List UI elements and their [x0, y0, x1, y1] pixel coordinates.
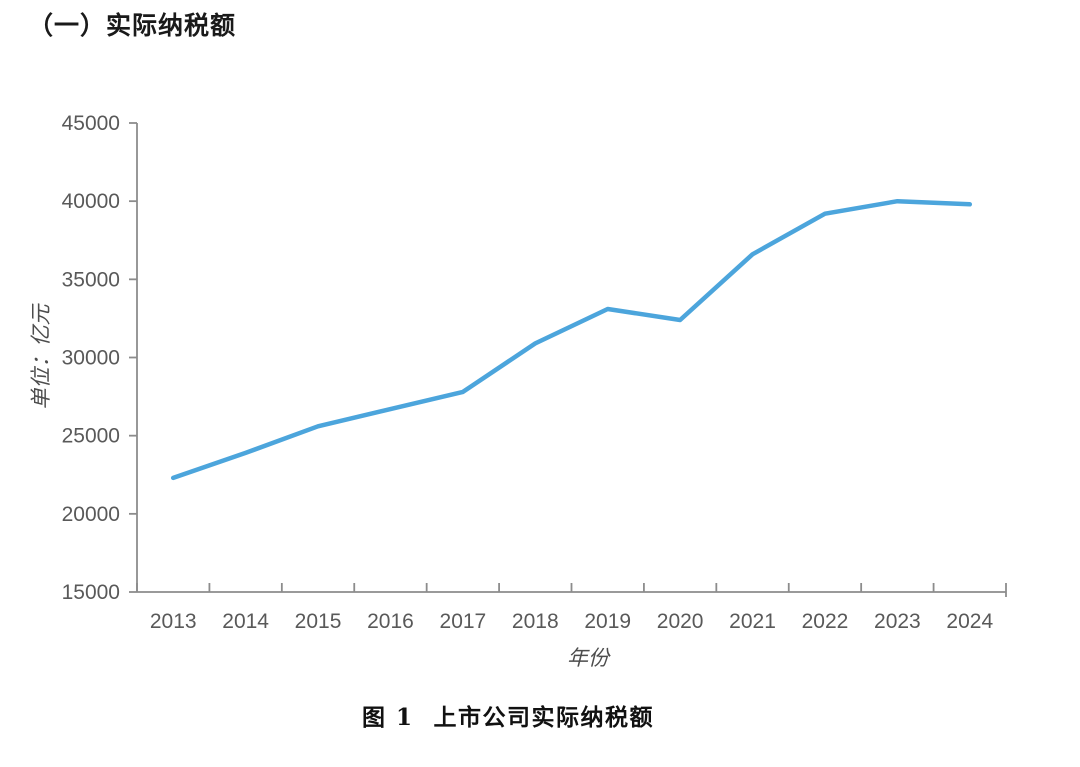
y-tick-label: 35000: [62, 268, 120, 291]
y-axis-title: 单位：亿元: [29, 304, 53, 410]
y-tick-label: 20000: [62, 503, 120, 526]
x-tick-label: 2017: [440, 610, 487, 633]
y-tick-label: 25000: [62, 425, 120, 448]
y-tick-label: 40000: [62, 190, 120, 213]
x-tick-label: 2013: [150, 610, 197, 633]
x-tick-label: 2020: [657, 610, 704, 633]
x-tick-label: 2021: [729, 610, 776, 633]
figure-caption: 图 1 上市公司实际纳税额: [362, 698, 654, 732]
x-tick-label: 2014: [222, 610, 269, 633]
x-tick-label: 2022: [802, 610, 849, 633]
x-tick-label: 2019: [584, 610, 631, 633]
x-axis-title: 年份: [567, 646, 609, 670]
figure-label: 图 1: [361, 704, 414, 731]
x-tick-label: 2024: [946, 610, 993, 633]
x-tick-label: 2023: [874, 610, 921, 633]
data-line-series: [170, 198, 973, 481]
x-tick-label: 2015: [295, 610, 342, 633]
y-tick-label: 15000: [62, 581, 120, 604]
y-tick-label: 45000: [62, 112, 120, 135]
y-tick-label: 30000: [62, 347, 120, 370]
x-tick-label: 2016: [367, 610, 414, 633]
figure-caption-text: 上市公司实际纳税额: [433, 704, 655, 731]
section-heading: （一）实际纳税额: [28, 12, 237, 40]
tax-line-chart: 15000 20000 25000 30000 35000 40000 45000 2013 2…: [62, 112, 1007, 633]
x-tick-label: 2018: [512, 610, 559, 633]
chart-area: 15000 20000 25000 30000 35000 40000 45000 2013 2…: [29, 112, 1007, 670]
